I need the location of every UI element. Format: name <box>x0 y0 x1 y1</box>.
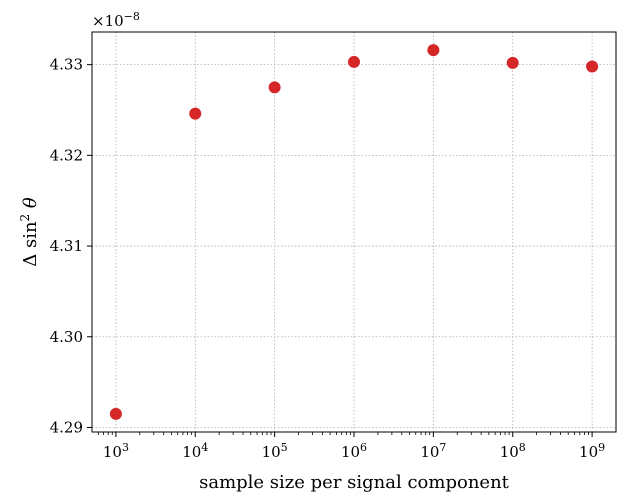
y-tick-label: 4.30 <box>50 328 83 346</box>
x-tick-label: 106 <box>341 441 367 462</box>
data-point <box>506 56 519 69</box>
x-axis-ticks: 103 104 105 106 107 108 109 <box>103 432 605 461</box>
x-tick-label: 105 <box>262 441 288 462</box>
y-multiplier: ×10−8 <box>92 10 140 31</box>
y-tick-label: 4.33 <box>50 56 83 74</box>
plot-frame <box>91 31 617 433</box>
x-axis-label: sample size per signal component <box>199 472 510 493</box>
x-tick-label: 108 <box>500 441 526 462</box>
data-point <box>586 60 599 73</box>
y-axis-label: Δ sin2 θ <box>18 197 41 267</box>
data-point <box>109 407 122 420</box>
y-tick-label: 4.31 <box>50 237 83 255</box>
data-point <box>268 81 281 94</box>
y-multiplier-base: ×10 <box>92 12 124 30</box>
data-point <box>189 107 202 120</box>
data-points <box>109 44 599 420</box>
x-tick-label: 104 <box>182 441 208 462</box>
y-tick-label: 4.32 <box>50 146 83 164</box>
data-point <box>427 44 440 57</box>
y-multiplier-exponent: −8 <box>124 10 140 23</box>
y-axis-ticks: 4.29 4.30 4.31 4.32 4.33 <box>50 56 92 436</box>
x-tick-label: 107 <box>420 441 446 462</box>
y-tick-label: 4.29 <box>50 418 83 436</box>
x-tick-label: 103 <box>103 441 129 462</box>
x-tick-label: 109 <box>579 441 605 462</box>
data-point <box>348 55 360 68</box>
grid-lines <box>92 32 616 432</box>
